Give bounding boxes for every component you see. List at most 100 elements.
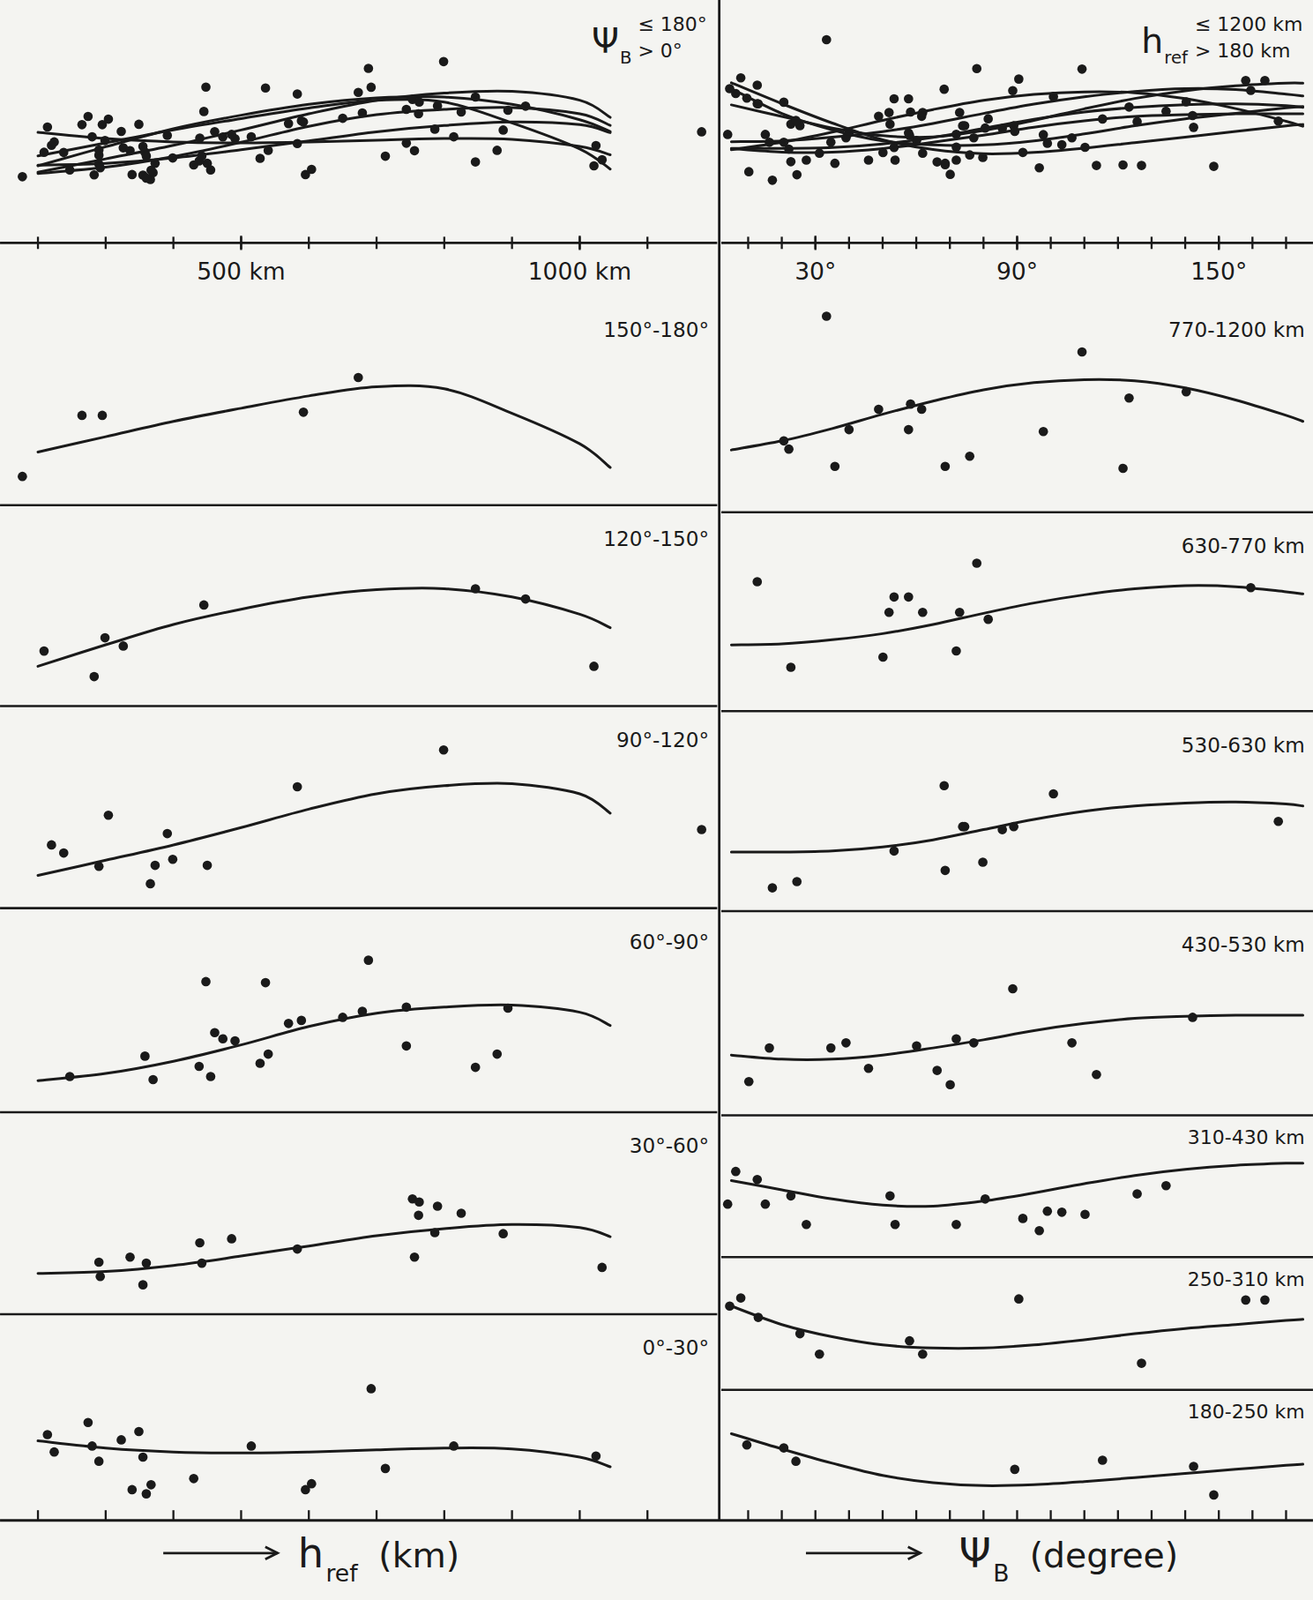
data-point xyxy=(226,1233,237,1244)
data-point xyxy=(49,1447,60,1457)
data-point xyxy=(1091,160,1102,171)
axis-arrow-head xyxy=(265,1546,278,1560)
data-point xyxy=(246,132,257,142)
data-point xyxy=(971,63,982,74)
data-point xyxy=(503,1003,514,1014)
x-tick xyxy=(1015,1509,1018,1521)
x-tick xyxy=(239,1509,242,1521)
data-point xyxy=(432,101,443,112)
data-point xyxy=(194,1238,205,1248)
data-point xyxy=(1038,426,1049,437)
data-point xyxy=(736,73,747,83)
data-point xyxy=(980,1193,991,1204)
data-point xyxy=(1048,91,1059,102)
data-point xyxy=(878,652,888,663)
overlay-label: ΨB≤ 180°> 0° xyxy=(591,13,708,68)
data-point xyxy=(744,166,754,177)
data-point xyxy=(380,1463,391,1474)
x-tick xyxy=(1049,236,1052,249)
data-point xyxy=(1208,1490,1219,1500)
x-tick xyxy=(646,1509,649,1521)
data-point xyxy=(591,141,602,151)
data-point xyxy=(1240,75,1251,86)
data-point xyxy=(1260,1295,1270,1306)
data-point xyxy=(1077,64,1088,75)
data-point xyxy=(830,158,841,169)
data-point xyxy=(413,1210,424,1221)
panel-title: 120°-150° xyxy=(603,527,709,551)
data-point xyxy=(960,821,970,832)
data-point xyxy=(964,451,975,462)
data-point xyxy=(1014,74,1024,84)
data-point xyxy=(125,146,135,157)
x-tick xyxy=(578,1509,581,1521)
data-point xyxy=(723,129,733,140)
data-point xyxy=(753,98,764,109)
x-tick xyxy=(915,1509,918,1521)
data-point xyxy=(46,840,57,851)
data-point xyxy=(201,82,211,92)
data-point xyxy=(89,170,99,180)
fit-curve xyxy=(731,801,1303,852)
x-tick xyxy=(1251,1509,1254,1521)
data-point xyxy=(217,1033,228,1044)
data-point xyxy=(1009,126,1020,137)
data-point xyxy=(140,1051,150,1061)
data-point xyxy=(430,1227,441,1238)
data-point xyxy=(1097,1454,1108,1465)
data-point xyxy=(885,1190,896,1201)
x-tick xyxy=(1117,1509,1120,1521)
data-point xyxy=(1136,160,1147,171)
data-point xyxy=(521,594,531,605)
panel-divider xyxy=(721,1255,1313,1259)
fit-curve xyxy=(37,107,611,174)
fit-curve xyxy=(731,1163,1303,1207)
data-point xyxy=(1245,582,1256,593)
data-point xyxy=(1077,347,1088,358)
panel-plot xyxy=(724,1292,1303,1368)
panel-title: 180-250 km xyxy=(1187,1400,1306,1423)
data-point xyxy=(596,155,607,165)
x-tick xyxy=(780,1509,783,1521)
panel-plot xyxy=(731,1432,1303,1500)
panel-divider xyxy=(721,1113,1313,1117)
overlay-upper: ≤ 180° xyxy=(637,13,707,36)
x-tick xyxy=(1083,1509,1086,1521)
data-point xyxy=(1009,1464,1020,1475)
data-point xyxy=(298,407,309,418)
overlay-symbol: h xyxy=(1141,20,1164,61)
fit-curve xyxy=(37,121,611,165)
fit-curve xyxy=(37,1004,611,1081)
data-point xyxy=(969,133,979,143)
x-axis-line xyxy=(0,1518,1313,1522)
data-point xyxy=(1091,1069,1102,1080)
overlay-upper: ≤ 1200 km xyxy=(1194,13,1303,36)
panel-plot xyxy=(37,583,611,681)
x-tick xyxy=(948,236,951,249)
x-tick xyxy=(1150,236,1153,249)
data-point xyxy=(844,425,855,435)
chart-page: 500 km1000 kmΨB≤ 180°> 0°150°-180°120°-1… xyxy=(0,0,1313,1600)
data-point xyxy=(126,1484,137,1495)
data-point xyxy=(786,156,797,167)
fit-curve xyxy=(37,783,611,876)
data-point xyxy=(141,1488,152,1499)
data-point xyxy=(945,1079,955,1090)
data-point xyxy=(87,132,97,142)
x-tick xyxy=(948,1509,951,1521)
data-point xyxy=(1048,789,1059,799)
panel-plot xyxy=(731,558,1303,672)
x-axis-title-symbol: Ψ xyxy=(959,1529,992,1577)
panel-divider xyxy=(721,910,1313,913)
data-point xyxy=(148,1074,158,1085)
data-point xyxy=(873,111,884,122)
data-point xyxy=(358,108,368,119)
data-point xyxy=(983,614,993,625)
x-tick xyxy=(982,1509,985,1521)
fit-curve xyxy=(37,90,611,172)
data-point xyxy=(353,373,364,383)
data-point xyxy=(1118,463,1128,474)
panel-title: 430-530 km xyxy=(1181,932,1306,956)
data-point xyxy=(414,96,425,107)
panel-divider xyxy=(0,1111,717,1114)
